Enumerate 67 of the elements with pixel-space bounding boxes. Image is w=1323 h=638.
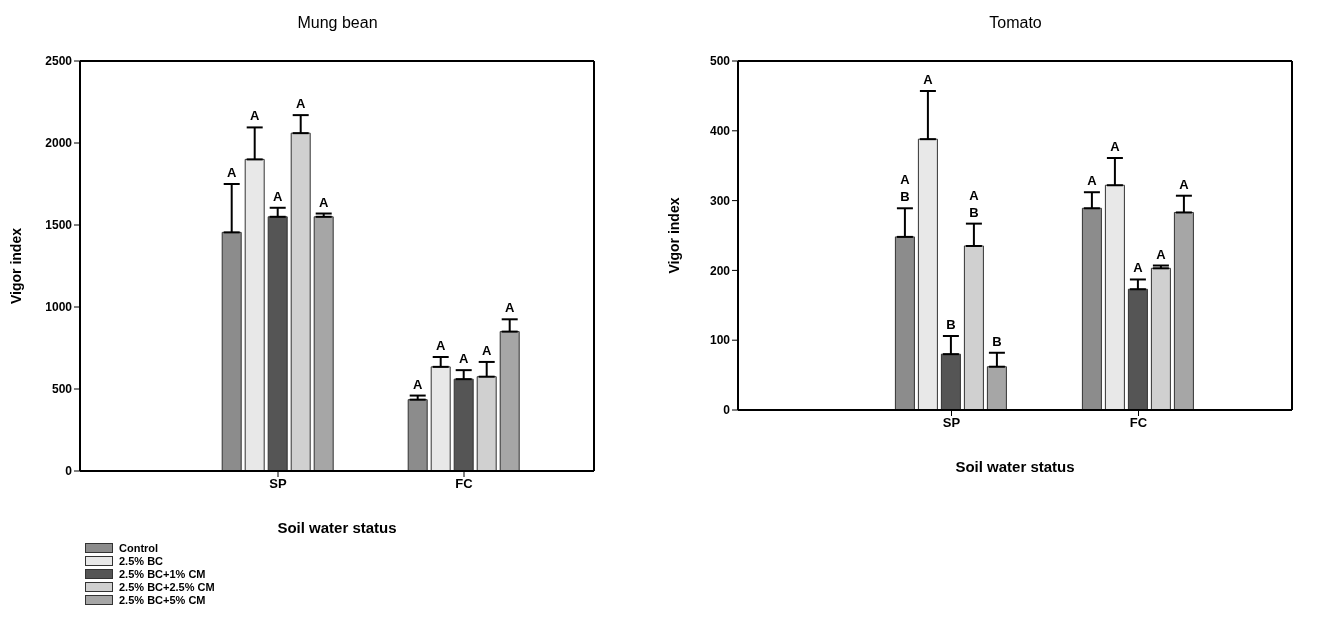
y-tick-label: 300 [709, 193, 731, 208]
annotation: A [505, 300, 515, 316]
x-tick-label: FC [1129, 415, 1148, 431]
x-axis-title: Soil water status [955, 458, 1075, 475]
annotation: B [992, 333, 1002, 349]
annotation: A [459, 351, 469, 367]
y-tick-label: 500 [709, 54, 731, 69]
legend-label: 2.5% BC [119, 554, 164, 567]
annotation: A [482, 342, 492, 358]
y-tick-label: 1000 [45, 300, 73, 315]
annotation: A [1133, 260, 1144, 276]
x-tick-label: SP [269, 476, 287, 492]
bar [313, 216, 334, 471]
y-axis-title: Vigor index [665, 197, 682, 274]
y-tick-label: 200 [709, 263, 731, 278]
legend-label: 2.5% BC+1% CM [119, 567, 206, 580]
chart-title: Mung bean [296, 14, 379, 32]
annotation: A B [900, 172, 911, 205]
annotation: A [273, 188, 283, 204]
annotation: A [923, 72, 934, 88]
bar [1127, 288, 1148, 410]
x-tick-label: FC [455, 476, 474, 492]
x-tick-label: SP [942, 415, 961, 431]
annotation: A [227, 165, 237, 180]
bar [1150, 267, 1171, 410]
bar [499, 331, 520, 471]
annotation: A [1110, 139, 1121, 155]
annotation: A [250, 108, 260, 124]
annotation: A [1156, 246, 1167, 262]
legend-label: 2.5% BC+5% CM [119, 593, 206, 606]
bar [290, 132, 311, 471]
bar [430, 366, 451, 471]
annotation: A B [969, 187, 980, 220]
bar [917, 138, 938, 410]
y-tick-label: 0 [723, 403, 731, 418]
bar [986, 366, 1007, 410]
y-tick-label: 0 [65, 464, 73, 479]
annotation: B [946, 317, 956, 333]
bar [244, 158, 265, 471]
annotation: A [296, 96, 306, 112]
bar [267, 216, 288, 471]
bar [963, 245, 984, 410]
y-axis-title: Vigor index [7, 227, 24, 304]
y-tick-label: 1500 [45, 218, 73, 233]
legend-label: 2.5% BC+2.5% CM [119, 580, 215, 593]
bar [453, 378, 474, 471]
annotation: A [1179, 176, 1190, 192]
bar [894, 236, 915, 410]
bar [221, 231, 242, 471]
bar [940, 353, 961, 410]
bar [1104, 184, 1125, 410]
x-axis-title: Soil water status [277, 519, 397, 536]
y-tick-label: 2000 [45, 136, 73, 151]
y-tick-label: 100 [709, 333, 731, 348]
bar [476, 376, 497, 471]
y-tick-label: 2500 [45, 54, 73, 69]
annotation: A [1087, 173, 1098, 189]
bar [1173, 211, 1194, 410]
y-tick-label: 400 [709, 124, 731, 139]
y-tick-label: 500 [51, 382, 73, 397]
annotation: A [436, 338, 446, 354]
annotation: A [413, 376, 423, 392]
bar [407, 399, 428, 471]
chart-title: Tomato [988, 14, 1043, 32]
legend-label: Control [119, 541, 159, 554]
bar [1081, 207, 1102, 410]
annotation: A [319, 194, 329, 210]
